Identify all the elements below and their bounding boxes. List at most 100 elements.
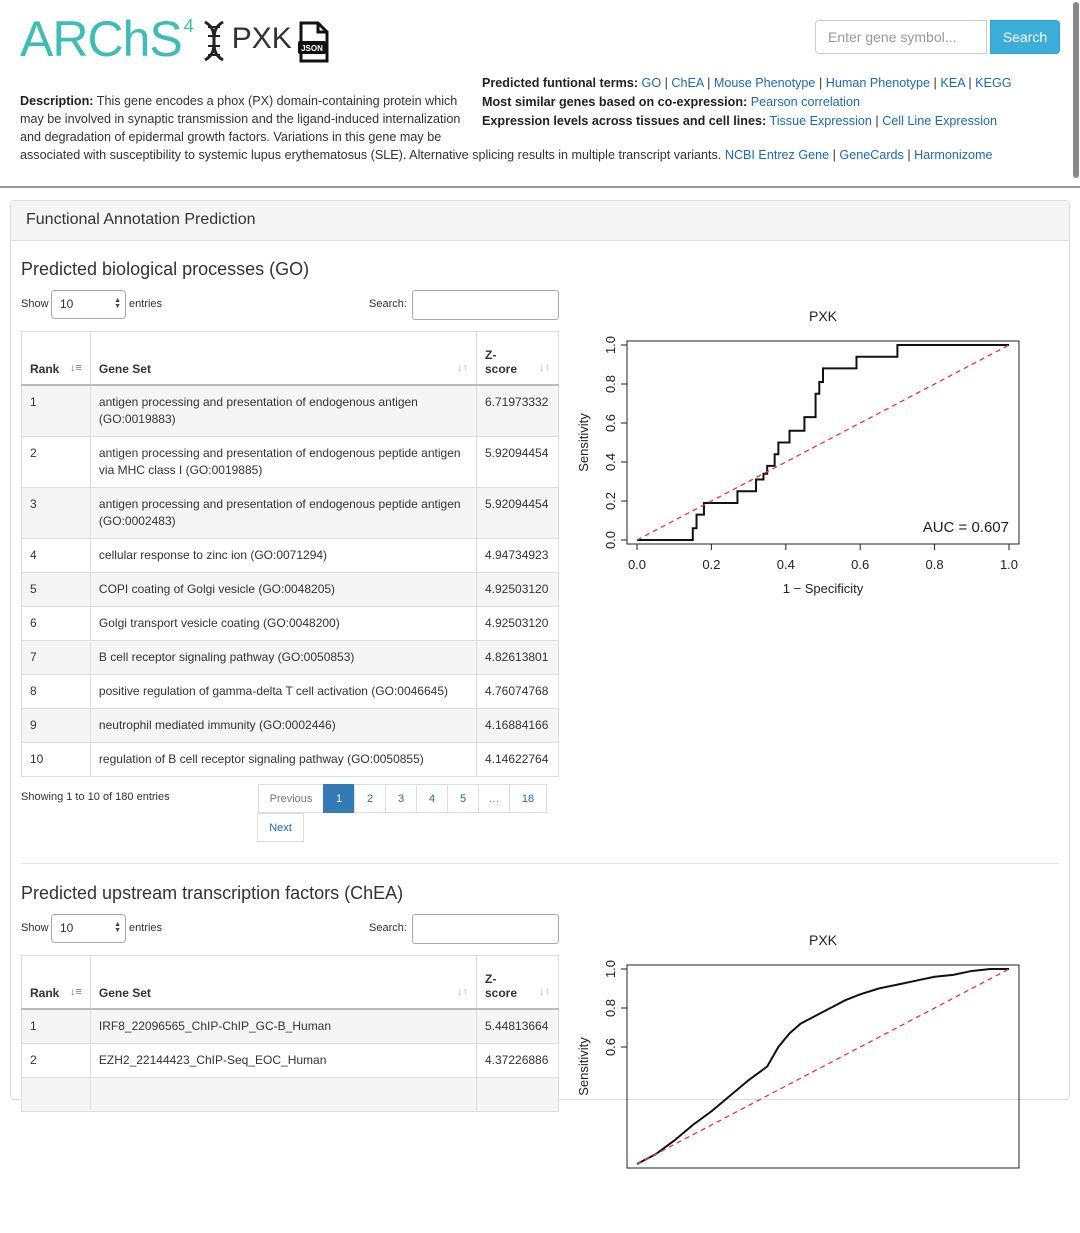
chart-title: PXK (809, 932, 838, 948)
zscore-cell: 4.92503120 (475, 605, 560, 641)
json-file-icon[interactable]: JSON (297, 20, 330, 69)
rank-cell: 4 (21, 537, 91, 573)
y-tick-label: 0.6 (603, 1038, 618, 1056)
term-link-human-phenotype[interactable]: Human Phenotype (825, 76, 931, 90)
zscore-header[interactable]: Z-score ↓↑ (475, 955, 560, 1010)
gene-search-input[interactable] (815, 20, 987, 54)
zscore-header[interactable]: Z-score ↓↑ (475, 331, 560, 386)
tissue-expression-link[interactable]: Tissue Expression (769, 114, 872, 128)
section-divider (21, 863, 1058, 864)
page-ellipsis: … (478, 784, 510, 813)
sort-asc-icon: ↓≡ (70, 361, 82, 374)
page-1-button[interactable]: 1 (323, 784, 355, 813)
chance-diagonal-line (636, 968, 1010, 1165)
table-row: 1 antigen processing and presentation of … (21, 384, 560, 437)
harmonizome-link[interactable]: Harmonizome (914, 148, 993, 162)
page-3-button[interactable]: 3 (385, 784, 417, 813)
rank-header[interactable]: Rank ↓≡ (21, 955, 91, 1010)
description-text: This gene encodes a phox (PX) domain-con… (20, 94, 722, 162)
rank-cell: 10 (21, 741, 91, 777)
entries-length-value: 10 (60, 921, 74, 935)
x-tick-label: 0.2 (702, 557, 720, 572)
rank-cell: 9 (21, 707, 91, 743)
logo-superscript: 4 (183, 16, 194, 36)
plot-frame (626, 340, 1020, 545)
x-tick-label: 1.0 (1000, 557, 1018, 572)
table-search-label: Search: (369, 922, 407, 934)
y-axis-label: Sensitivity (576, 1037, 591, 1096)
term-link-kegg[interactable]: KEGG (975, 76, 1012, 90)
zscore-header-label: Z-score (484, 347, 518, 376)
table-row: 3 antigen processing and presentation of … (21, 486, 560, 539)
table-search-input[interactable] (412, 290, 559, 320)
genecards-link[interactable]: GeneCards (839, 148, 904, 162)
entries-length-select[interactable]: 10 ▲ ▼ (51, 290, 126, 319)
gene-set-cell: COPI coating of Golgi vesicle (GO:004820… (89, 571, 477, 607)
rank-cell: 2 (21, 1042, 91, 1078)
rank-header[interactable]: Rank ↓≡ (21, 331, 91, 386)
page-2-button[interactable]: 2 (354, 784, 386, 813)
header: ARChS 4 PXK JSON Search Predicte (0, 0, 1080, 188)
pagination-next-row: Next (257, 813, 304, 842)
gene-set-header[interactable]: Gene Set ↓↑ (89, 331, 477, 386)
x-tick-label: 0.6 (851, 557, 869, 572)
zscore-cell: 4.16884166 (475, 707, 560, 743)
gene-set-cell: neutrophil mediated immunity (GO:0002446… (89, 707, 477, 743)
gene-set-cell: cellular response to zinc ion (GO:007129… (89, 537, 477, 573)
table-row: 10 regulation of B cell receptor signalin… (21, 741, 560, 777)
term-link-mouse-phenotype[interactable]: Mouse Phenotype (713, 76, 816, 90)
page-5-button[interactable]: 5 (447, 784, 479, 813)
search-button[interactable]: Search (990, 20, 1060, 54)
term-link-chea[interactable]: ChEA (671, 76, 704, 90)
chea-roc-chart: PXK 0.6 0.8 1.0 Sensitivity (576, 932, 1020, 1169)
select-arrows-icon: ▲ ▼ (114, 297, 121, 310)
pearson-correlation-link[interactable]: Pearson correlation (750, 95, 860, 109)
chance-diagonal-line (636, 344, 1010, 541)
show-label: Show (21, 922, 49, 934)
go-table: Rank ↓≡ Gene Set ↓↑ Z-score ↓↑ 1 antigen pro… (21, 331, 560, 777)
page-next-button[interactable]: Next (257, 813, 304, 842)
y-tick-label: 0.8 (603, 375, 618, 393)
gene-set-header[interactable]: Gene Set ↓↑ (89, 955, 477, 1010)
x-tick-label: 0.4 (777, 557, 795, 572)
archs4-logo[interactable]: ARChS 4 PXK JSON (20, 14, 330, 69)
zscore-cell: 6.71973332 (475, 384, 560, 437)
table-row: 6 Golgi transport vesicle coating (GO:004… (21, 605, 560, 641)
y-tick-label: 0.6 (603, 414, 618, 432)
zscore-cell (475, 1076, 560, 1112)
sort-icon: ↓↑ (456, 361, 468, 374)
y-tick-label: 0.8 (603, 999, 618, 1017)
ncbi-entrez-link[interactable]: NCBI Entrez Gene (724, 148, 830, 162)
x-axis-label: 1 − Specificity (783, 581, 864, 596)
chart-title: PXK (809, 308, 838, 324)
zscore-cell: 4.37226886 (475, 1042, 560, 1078)
term-link-go[interactable]: GO (641, 76, 662, 90)
page-4-button[interactable]: 4 (416, 784, 448, 813)
rank-cell: 6 (21, 605, 91, 641)
scrollbar-thumb[interactable] (1073, 2, 1079, 178)
page-previous-button[interactable]: Previous (258, 784, 324, 813)
rank-cell: 3 (21, 486, 91, 539)
gene-set-cell: antigen processing and presentation of e… (89, 435, 477, 488)
page-18-button[interactable]: 18 (509, 784, 547, 813)
cell-line-expression-link[interactable]: Cell Line Expression (882, 114, 998, 128)
x-tick-label: 0.0 (628, 557, 646, 572)
sort-icon: ↓↑ (456, 985, 468, 998)
table-row: 5 COPI coating of Golgi vesicle (GO:00482… (21, 571, 560, 607)
table-search-input[interactable] (412, 914, 559, 944)
functional-annotation-panel: Functional Annotation Prediction Predict… (10, 200, 1070, 1169)
sort-icon: ↓↑ (539, 361, 550, 374)
gene-set-cell: regulation of B cell receptor signaling … (89, 741, 477, 777)
roc-curve-line (637, 344, 1009, 541)
table-row: 1 IRF8_22096565_ChIP-ChIP_GC-B_Human 5.448… (21, 1008, 560, 1044)
description-label: Description: (20, 94, 94, 108)
entries-label: entries (129, 298, 163, 310)
sort-icon: ↓↑ (539, 985, 550, 998)
term-link-kea[interactable]: KEA (940, 76, 965, 90)
table-row: 2 antigen processing and presentation of … (21, 435, 560, 488)
zscore-cell: 4.14622764 (475, 741, 560, 777)
gene-set-cell: EZH2_22144423_ChIP-Seq_EOC_Human (89, 1042, 477, 1078)
coexp-label: Most similar genes based on co-expressio… (482, 95, 748, 109)
gene-set-cell: antigen processing and presentation of e… (89, 486, 477, 539)
entries-length-select[interactable]: 10 ▲ ▼ (51, 914, 126, 943)
